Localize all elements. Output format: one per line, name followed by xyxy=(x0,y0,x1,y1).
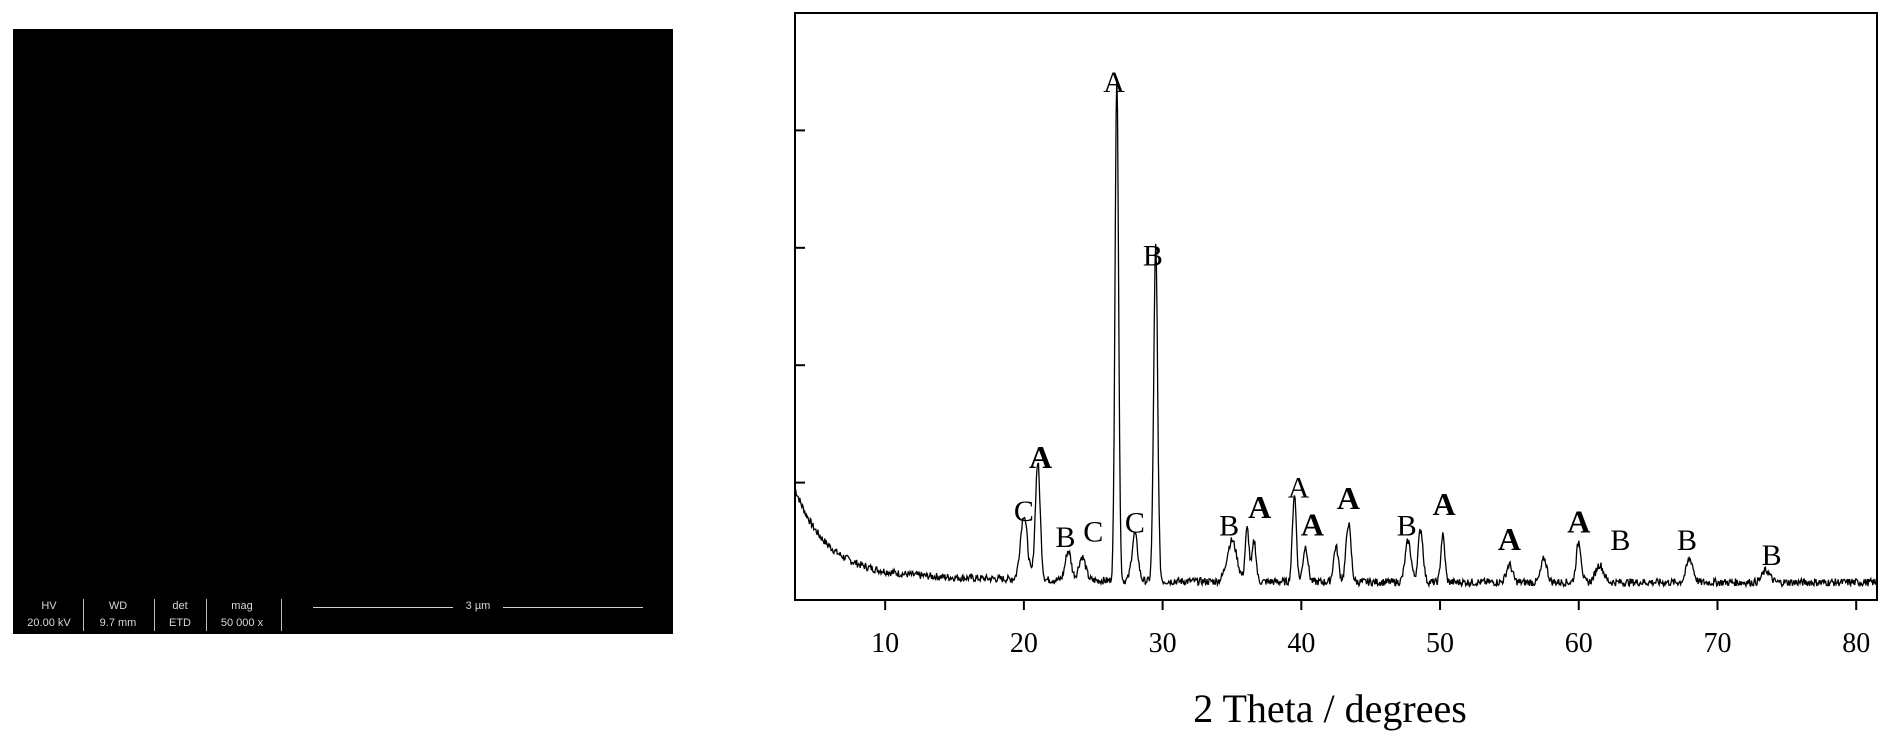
phase-label: A xyxy=(1029,439,1052,475)
sem-separator xyxy=(206,599,207,631)
phase-label: B xyxy=(1762,539,1782,572)
phase-label: B xyxy=(1610,524,1630,557)
phase-label: B xyxy=(1143,239,1163,272)
x-axis-ticks: 10 20 30 40 50 60 70 80 xyxy=(871,600,1870,659)
phase-label: A xyxy=(1103,66,1125,99)
phase-label: C xyxy=(1014,495,1034,528)
sem-det-header: det xyxy=(172,600,188,612)
sem-det-value: ETD xyxy=(169,617,191,629)
sem-det-cell: det ETD xyxy=(156,598,204,632)
y-axis-ticks xyxy=(795,129,805,484)
phase-label: A xyxy=(1248,489,1271,525)
sem-mag-header: mag xyxy=(231,600,253,612)
phase-label: A xyxy=(1433,486,1456,522)
phase-label: C xyxy=(1125,506,1145,539)
phase-label: B xyxy=(1397,509,1417,542)
x-axis-label: 2 Theta / degrees xyxy=(1193,686,1467,731)
phase-label: A xyxy=(1301,506,1324,542)
sem-hv-header: HV xyxy=(41,600,57,612)
x-tick-label: 70 xyxy=(1703,628,1731,659)
phase-label: B xyxy=(1055,521,1075,554)
phase-label: B xyxy=(1219,509,1239,542)
phase-label: B xyxy=(1677,524,1697,557)
sem-info-bar: HV 20.00 kV WD 9.7 mm det ETD mag 50 000… xyxy=(13,596,673,634)
phase-label: A xyxy=(1498,521,1521,557)
phase-label: A xyxy=(1567,503,1590,539)
phase-label: A xyxy=(1288,471,1310,504)
sem-wd-header: WD xyxy=(108,600,128,612)
sem-separator xyxy=(154,599,155,631)
sem-mag-cell: mag 50 000 x xyxy=(208,598,276,632)
sem-separator xyxy=(281,599,282,631)
phase-label: A xyxy=(1337,480,1360,516)
x-tick-label: 10 xyxy=(871,628,899,659)
x-tick-label: 50 xyxy=(1426,628,1454,659)
scale-bar-label: 3 µm xyxy=(453,600,503,612)
sem-hv-value: 20.00 kV xyxy=(27,617,71,629)
plot-frame xyxy=(794,12,1878,601)
x-tick-label: 80 xyxy=(1842,628,1870,659)
x-tick-label: 60 xyxy=(1565,628,1593,659)
xrd-pattern-line xyxy=(794,77,1878,589)
sem-separator xyxy=(83,599,84,631)
x-tick-label: 40 xyxy=(1287,628,1315,659)
x-tick-label: 30 xyxy=(1149,628,1177,659)
sem-mag-value: 50 000 x xyxy=(220,617,264,629)
sem-hv-cell: HV 20.00 kV xyxy=(21,598,77,632)
sem-wd-value: 9.7 mm xyxy=(99,617,137,629)
sem-wd-cell: WD 9.7 mm xyxy=(85,598,151,632)
x-tick-label: 20 xyxy=(1010,628,1038,659)
phase-label: C xyxy=(1083,515,1103,548)
sem-micrograph: HV 20.00 kV WD 9.7 mm det ETD mag 50 000… xyxy=(13,29,673,634)
